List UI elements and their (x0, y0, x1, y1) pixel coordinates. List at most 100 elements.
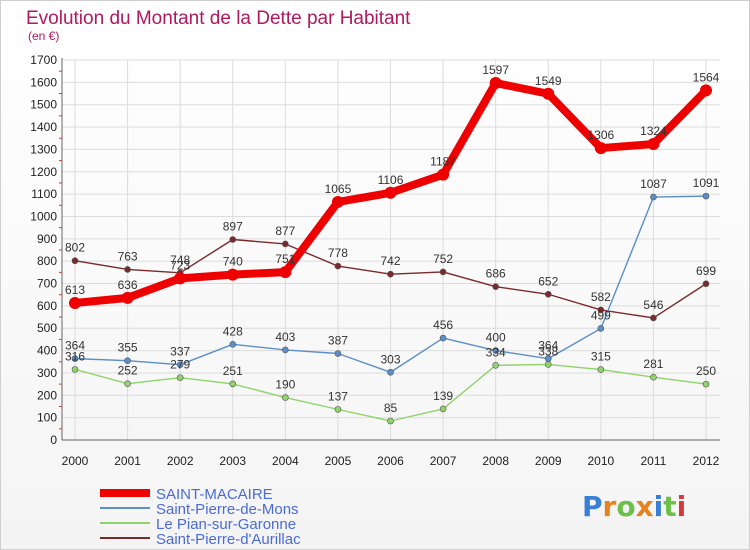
data-point-saint-pierre-d-aurillac (71, 257, 79, 265)
logo-letter: P (582, 490, 603, 523)
data-point-le-pian-sur-garonne (439, 405, 447, 413)
y-tick-label: 900 (37, 232, 57, 246)
data-point-saint-pierre-de-mons (492, 347, 499, 354)
data-label-saint-macaire: 1106 (378, 173, 404, 187)
data-label-saint-pierre-de-mons: 1091 (693, 176, 720, 190)
data-point-saint-pierre-d-aurillac (492, 283, 499, 290)
data-label-saint-macaire: 1549 (535, 74, 562, 88)
y-tick-label: 1000 (30, 209, 57, 223)
x-tick-label: 2011 (641, 454, 667, 468)
data-label-saint-macaire: 1597 (482, 63, 509, 77)
data-point-saint-pierre-d-aurillac (387, 270, 394, 278)
proxiti-logo: Proxiti (582, 490, 686, 523)
data-point-le-pian-sur-garonne (650, 373, 657, 381)
y-tick-label: 100 (37, 411, 57, 425)
data-label-saint-pierre-de-mons: 387 (328, 333, 348, 347)
data-point-le-pian-sur-garonne (71, 366, 79, 373)
y-tick-label: 1400 (30, 120, 57, 134)
data-label-saint-pierre-de-mons: 456 (433, 318, 453, 332)
data-label-le-pian-sur-garonne: 252 (118, 364, 138, 378)
data-point-saint-macaire (384, 186, 397, 199)
data-label-saint-pierre-d-aurillac: 897 (223, 219, 243, 233)
data-point-le-pian-sur-garonne (597, 366, 605, 373)
data-point-saint-pierre-de-mons (439, 334, 447, 342)
logo-letter: x (636, 490, 654, 523)
data-point-saint-macaire (331, 195, 344, 208)
data-label-le-pian-sur-garonne: 251 (223, 364, 243, 378)
y-tick-label: 1600 (30, 75, 57, 89)
data-point-le-pian-sur-garonne (124, 380, 131, 387)
y-tick-label: 1500 (30, 98, 57, 112)
x-tick-label: 2005 (325, 454, 352, 468)
axes: 0 100 200 300 400 500 600 700 800 900 1000 1100 1200… (30, 53, 720, 468)
data-label-saint-pierre-de-mons: 1087 (640, 177, 667, 191)
data-point-saint-macaire (700, 84, 712, 97)
data-label-saint-macaire: 1564 (693, 70, 720, 84)
data-label-saint-macaire: 613 (65, 283, 85, 297)
data-point-saint-pierre-de-mons (702, 192, 710, 200)
data-label-saint-pierre-d-aurillac: 686 (486, 267, 506, 281)
legend-label: SAINT-MACAIRE (156, 486, 273, 503)
data-point-le-pian-sur-garonne (387, 417, 394, 425)
data-label-le-pian-sur-garonne: 334 (486, 345, 506, 359)
data-label-saint-pierre-d-aurillac: 546 (643, 298, 663, 312)
data-label-saint-macaire: 1187 (430, 155, 456, 169)
data-label-saint-macaire: 751 (275, 252, 295, 266)
data-label-saint-pierre-de-mons: 303 (380, 352, 400, 366)
data-label-saint-macaire: 636 (118, 278, 138, 292)
legend-label: Le Pian-sur-Garonne (156, 516, 296, 533)
y-tick-label: 600 (37, 299, 57, 313)
y-tick-label: 700 (37, 277, 57, 291)
data-point-le-pian-sur-garonne (492, 362, 499, 369)
data-label-saint-pierre-de-mons: 400 (486, 331, 506, 345)
data-label-saint-pierre-de-mons: 403 (275, 330, 295, 344)
y-tick-label: 500 (37, 321, 57, 335)
x-tick-label: 2004 (272, 454, 299, 468)
data-label-saint-pierre-d-aurillac: 699 (696, 264, 716, 278)
data-label-saint-pierre-de-mons: 364 (538, 339, 558, 353)
data-point-saint-macaire (647, 138, 660, 151)
y-tick-label: 800 (37, 254, 57, 268)
logo-letter: r (603, 490, 617, 523)
data-label-saint-pierre-d-aurillac: 802 (65, 241, 85, 255)
logo-text: Proxiti (582, 490, 686, 523)
data-point-le-pian-sur-garonne (282, 394, 289, 401)
data-point-saint-pierre-de-mons (650, 193, 657, 201)
data-label-saint-macaire: 1065 (325, 182, 352, 196)
x-tick-label: 2002 (167, 454, 194, 468)
x-tick-label: 2010 (587, 454, 614, 468)
data-label-saint-pierre-de-mons: 428 (223, 324, 243, 338)
data-point-saint-pierre-de-mons (544, 355, 552, 362)
chart-subtitle: (en €) (28, 29, 59, 43)
data-point-saint-macaire (489, 77, 502, 90)
chart-title: Evolution du Montant de la Dette par Hab… (26, 8, 411, 29)
data-label-le-pian-sur-garonne: 315 (591, 350, 611, 364)
data-point-saint-macaire (594, 142, 607, 155)
y-tick-label: 1100 (31, 187, 57, 201)
data-label-saint-pierre-d-aurillac: 877 (275, 224, 295, 238)
data-point-le-pian-sur-garonne (544, 361, 552, 368)
data-point-saint-pierre-de-mons (229, 341, 237, 348)
data-label-le-pian-sur-garonne: 316 (65, 349, 85, 363)
data-point-saint-pierre-d-aurillac (124, 266, 131, 273)
data-label-saint-pierre-d-aurillac: 763 (118, 249, 138, 263)
data-point-saint-pierre-de-mons (176, 361, 184, 368)
data-label-le-pian-sur-garonne: 139 (433, 389, 453, 403)
x-tick-label: 2000 (62, 454, 89, 468)
data-point-saint-pierre-de-mons (334, 350, 342, 357)
data-label-saint-pierre-d-aurillac: 752 (433, 252, 453, 266)
x-tick-label: 2012 (693, 454, 720, 468)
data-label-le-pian-sur-garonne: 279 (170, 358, 190, 372)
data-label-saint-macaire: 723 (170, 258, 190, 272)
data-point-saint-macaire (121, 291, 134, 304)
x-tick-label: 2003 (219, 454, 246, 468)
data-label-saint-pierre-d-aurillac: 778 (328, 246, 348, 260)
x-tick-label: 2006 (377, 454, 404, 468)
data-label-le-pian-sur-garonne: 338 (538, 344, 558, 358)
data-label-le-pian-sur-garonne: 190 (275, 378, 295, 392)
data-point-saint-pierre-d-aurillac (597, 306, 605, 314)
x-tick-label: 2001 (114, 454, 141, 468)
legend-label: Saint-Pierre-d'Aurillac (156, 531, 301, 548)
data-point-saint-macaire (542, 87, 555, 100)
